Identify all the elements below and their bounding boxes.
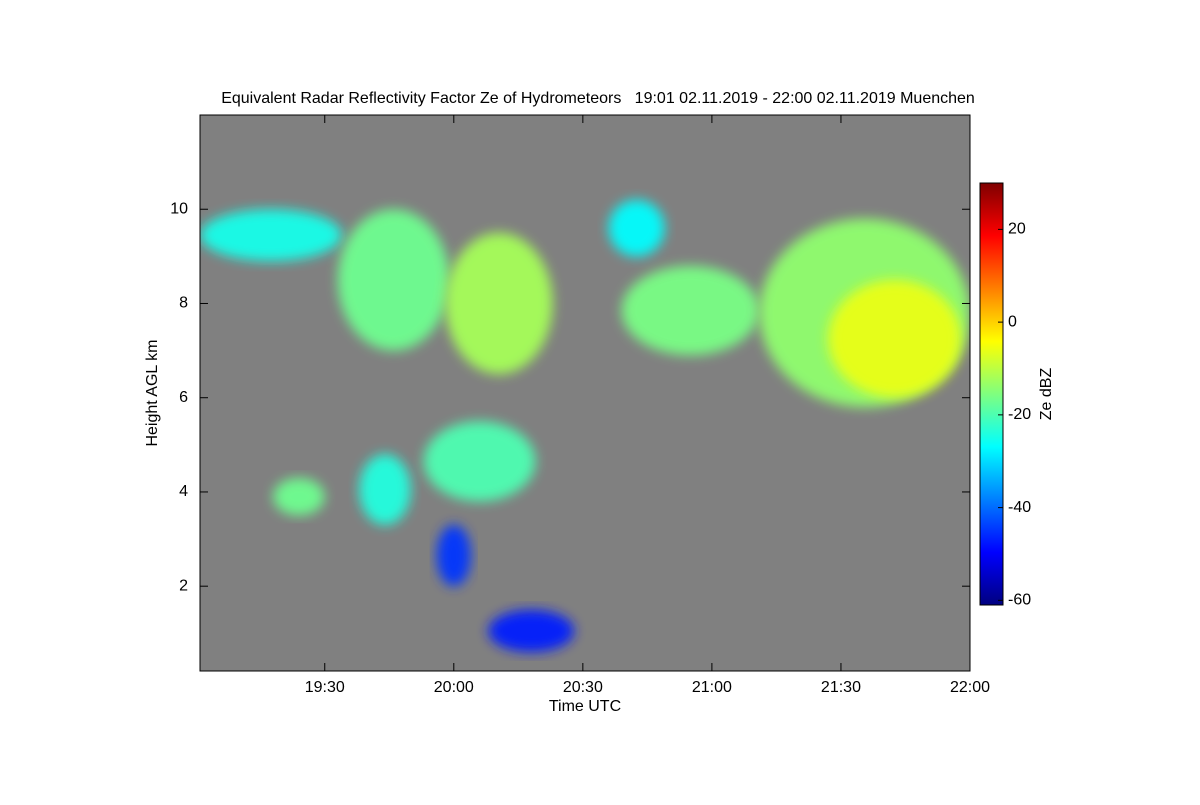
y-axis-label: Height AGL km — [144, 339, 161, 446]
y-tick-label: 6 — [179, 389, 188, 406]
x-tick-label: 21:30 — [821, 679, 861, 696]
echo-region — [608, 199, 665, 257]
x-tick-label: 22:00 — [950, 679, 990, 696]
colorbar-tick-label: -40 — [1008, 499, 1031, 516]
x-tick-label: 20:30 — [563, 679, 603, 696]
colorbar-tick-label: -60 — [1008, 592, 1031, 609]
chart-title: Equivalent Radar Reflectivity Factor Ze … — [221, 90, 975, 107]
echo-region — [359, 454, 411, 525]
colorbar — [979, 182, 1004, 606]
echo-region — [423, 421, 536, 502]
echo-region — [828, 279, 962, 398]
x-tick-label: 19:30 — [305, 679, 345, 696]
x-tick-label: 21:00 — [692, 679, 732, 696]
echo-region — [273, 477, 325, 516]
echo-region — [337, 209, 450, 351]
y-tick-label: 4 — [179, 483, 188, 500]
reflectivity-field — [200, 199, 970, 653]
y-tick-label: 10 — [170, 200, 188, 217]
echo-region — [445, 232, 553, 375]
echo-region — [488, 609, 575, 653]
plot-frame — [199, 114, 971, 672]
y-tick-label: 2 — [179, 577, 188, 594]
x-axis-label: Time UTC — [549, 698, 621, 715]
echo-region — [200, 209, 342, 262]
y-tick-label: 8 — [179, 295, 188, 312]
colorbar-tick-label: -20 — [1008, 406, 1031, 423]
colorbar-label: Ze dBZ — [1038, 368, 1055, 421]
echo-region — [621, 265, 760, 356]
x-tick-label: 20:00 — [434, 679, 474, 696]
echo-region — [436, 524, 472, 587]
colorbar-tick-label: 20 — [1008, 221, 1026, 238]
colorbar-tick-label: 0 — [1008, 313, 1017, 330]
